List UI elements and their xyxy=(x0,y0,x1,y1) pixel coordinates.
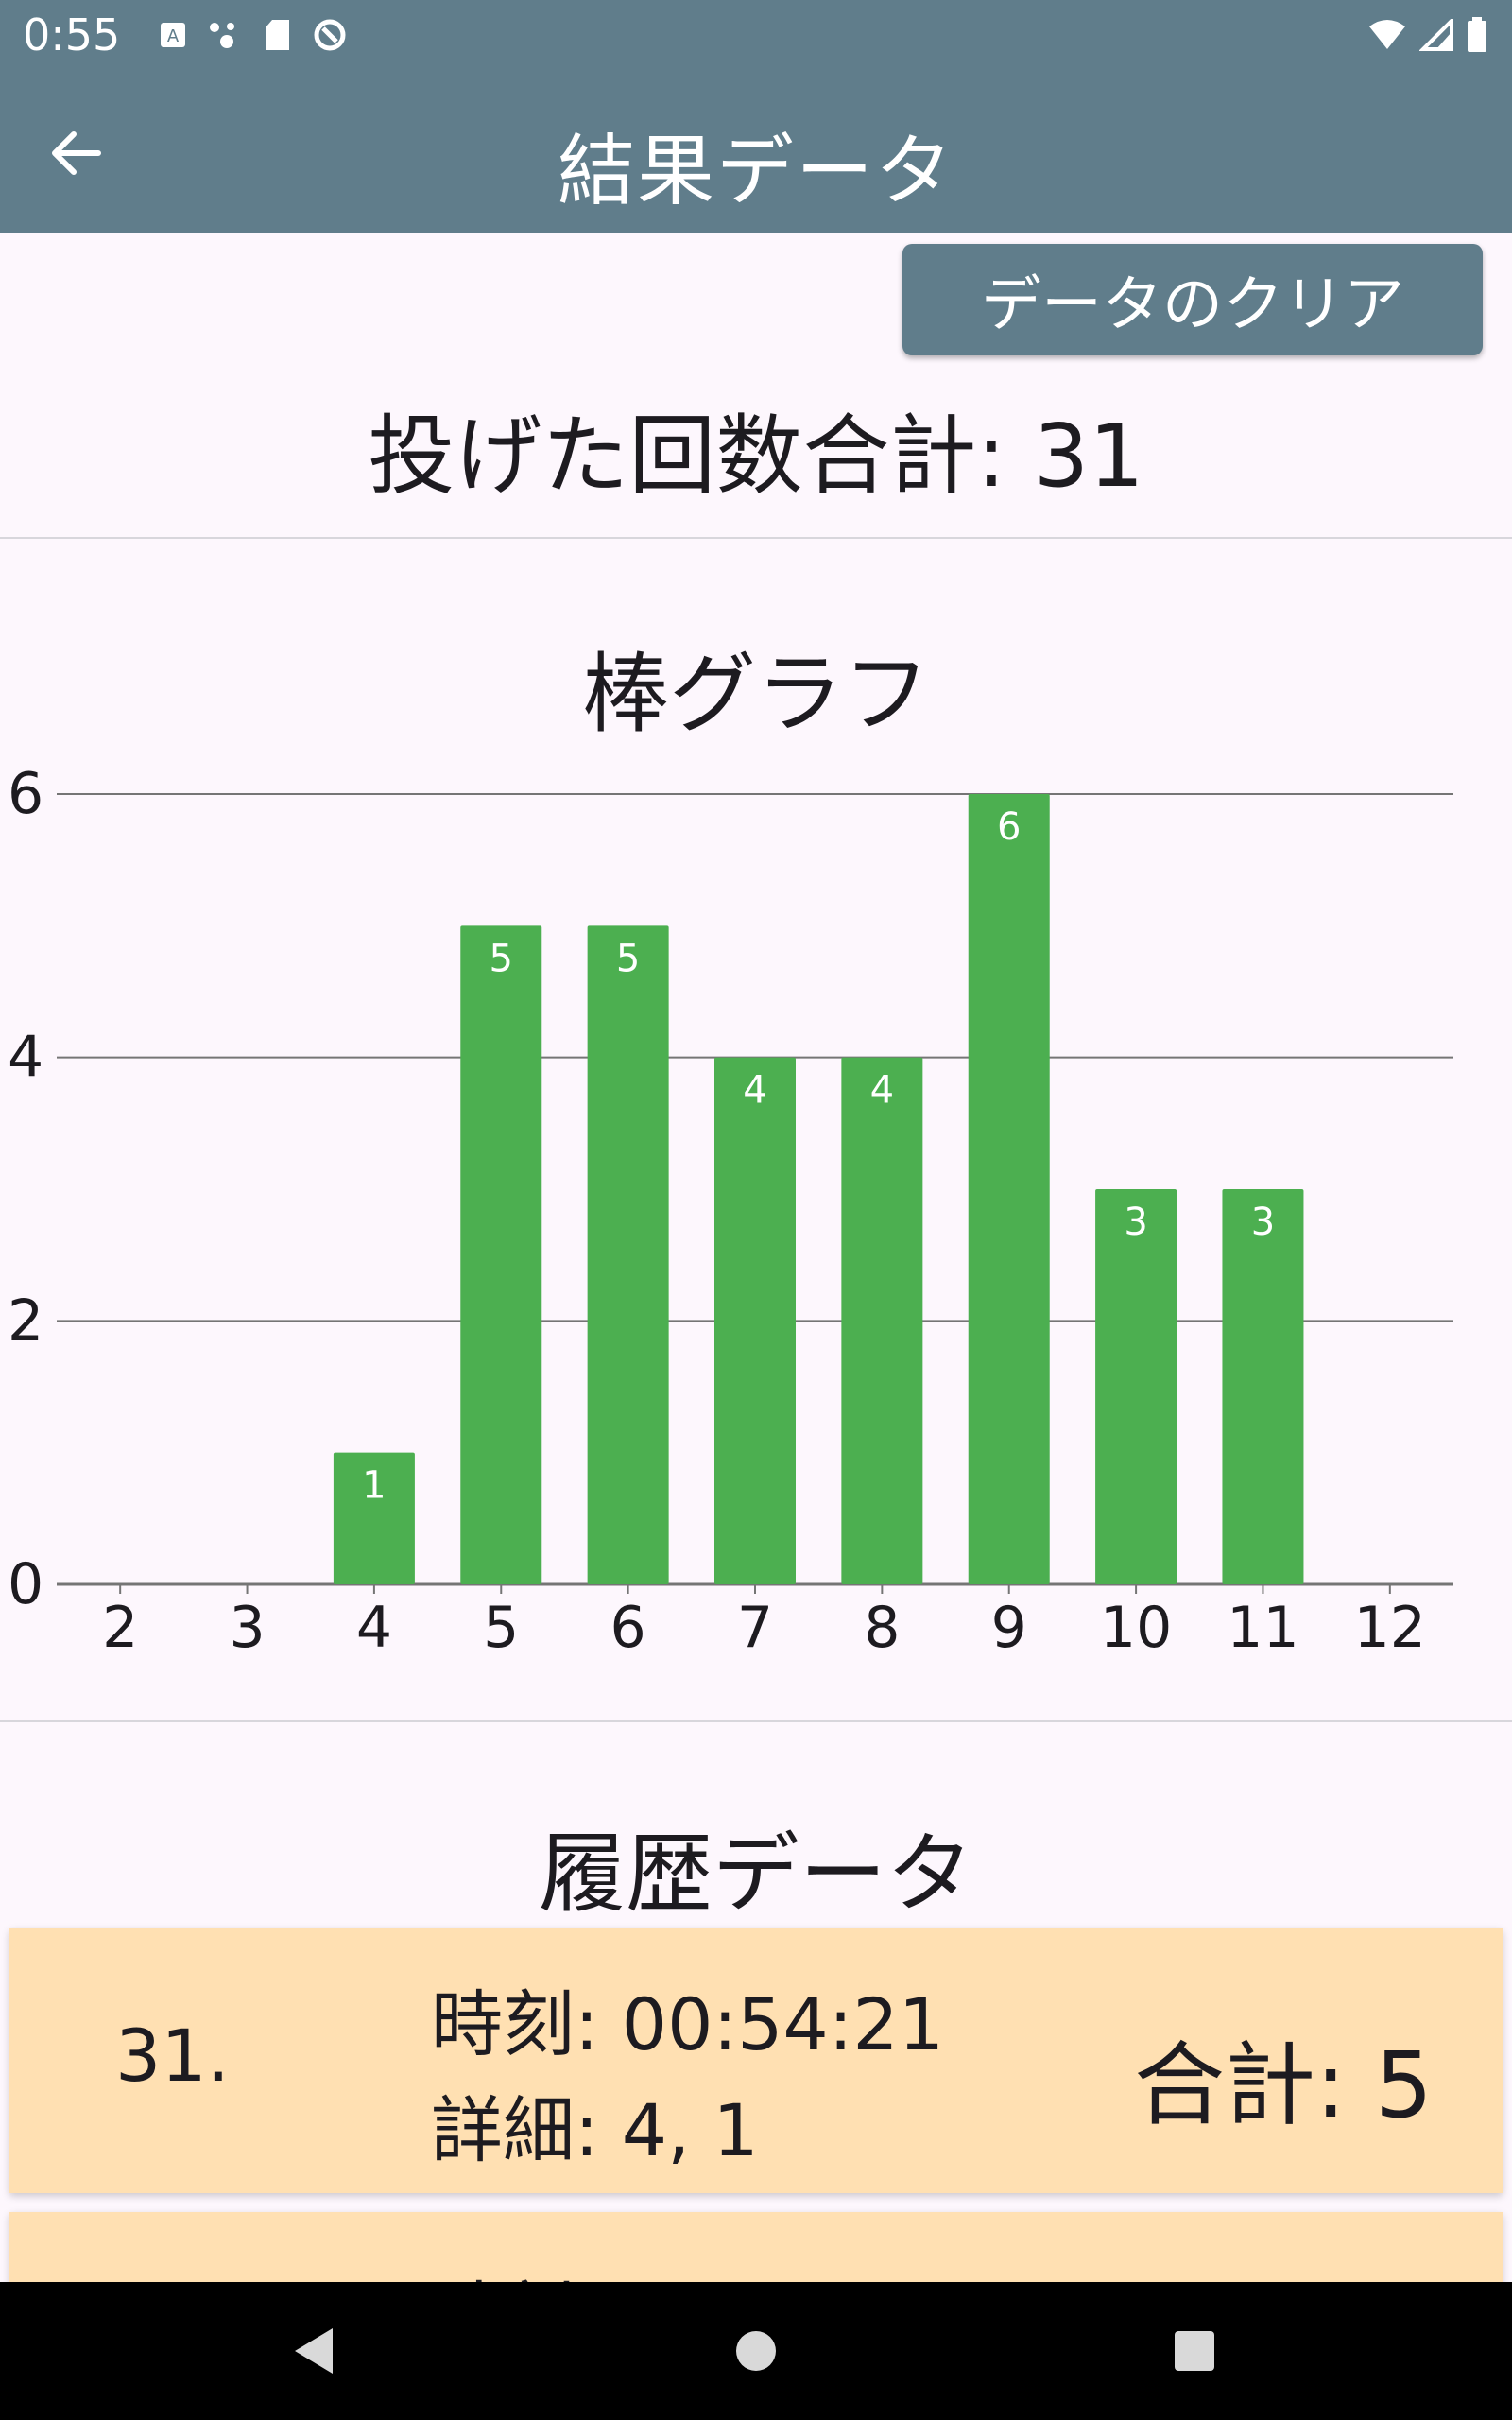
bar-value-label: 5 xyxy=(490,937,513,980)
bar-value-label: 1 xyxy=(362,1464,386,1508)
status-notification-icons: A xyxy=(159,13,348,57)
bar xyxy=(714,1057,796,1584)
x-tick-label: 11 xyxy=(1227,1595,1298,1661)
x-tick-label: 10 xyxy=(1100,1595,1172,1661)
status-time: 0:55 xyxy=(23,9,121,60)
bar xyxy=(841,1057,923,1584)
chart-title: 棒グラフ xyxy=(581,644,930,745)
clear-data-button[interactable]: データのクリア xyxy=(902,244,1483,355)
app-bar: 結果データ xyxy=(0,74,1512,233)
history-item-sum: 合計: 5 xyxy=(1134,2032,1433,2138)
x-tick-label: 12 xyxy=(1354,1595,1426,1661)
status-system-icons xyxy=(1368,13,1487,57)
history-item-index: 31. xyxy=(115,2014,230,2098)
nav-back-button[interactable] xyxy=(238,2282,389,2420)
y-tick-label: 0 xyxy=(8,1551,43,1617)
bar xyxy=(587,925,669,1584)
recents-square-icon xyxy=(1175,2331,1214,2371)
y-tick-label: 6 xyxy=(8,761,43,827)
back-button[interactable] xyxy=(38,115,113,191)
svg-text:A: A xyxy=(167,26,180,46)
keyboard-a-icon: A xyxy=(161,23,185,47)
y-tick-label: 4 xyxy=(8,1025,43,1091)
x-tick-label: 7 xyxy=(737,1595,773,1661)
battery-icon xyxy=(1468,17,1486,52)
sd-card-icon xyxy=(266,20,289,50)
status-bar: 0:55 A xyxy=(0,0,1512,74)
bar xyxy=(1095,1189,1177,1584)
total-throws-label: 投げた回数合計: 31 xyxy=(368,406,1144,507)
bar-value-label: 4 xyxy=(870,1069,894,1113)
page-title: 結果データ xyxy=(557,127,954,216)
navigation-bar xyxy=(0,2282,1512,2420)
x-tick-label: 4 xyxy=(356,1595,392,1661)
bar-value-label: 3 xyxy=(1124,1201,1147,1244)
history-item-detail: 詳細: 4, 1 xyxy=(431,2088,759,2172)
signal-icon xyxy=(1419,19,1453,51)
x-tick-label: 6 xyxy=(610,1595,646,1661)
history-item-time: 時刻: 00:54:21 xyxy=(431,1982,945,2066)
assistant-dots-icon xyxy=(210,23,234,48)
divider xyxy=(0,537,1512,539)
bar-value-label: 5 xyxy=(616,937,640,980)
bar-value-label: 6 xyxy=(997,805,1021,849)
bar xyxy=(968,794,1050,1584)
bar-value-label: 4 xyxy=(743,1069,766,1113)
nav-home-button[interactable] xyxy=(680,2282,832,2420)
home-circle-icon xyxy=(736,2331,776,2371)
x-tick-label: 3 xyxy=(229,1595,265,1661)
arrow-left-icon xyxy=(52,131,101,175)
bar xyxy=(1222,1189,1304,1584)
x-tick-label: 5 xyxy=(483,1595,519,1661)
wifi-icon xyxy=(1369,20,1405,49)
x-tick-label: 9 xyxy=(991,1595,1027,1661)
back-triangle-icon xyxy=(295,2328,333,2374)
nav-recents-button[interactable] xyxy=(1119,2282,1270,2420)
bar xyxy=(333,1452,415,1584)
bar-value-label: 3 xyxy=(1251,1201,1275,1244)
x-tick-label: 8 xyxy=(864,1595,900,1661)
y-tick-label: 2 xyxy=(8,1288,43,1354)
divider xyxy=(0,1720,1512,1722)
history-title: 履歴データ xyxy=(538,1824,973,1925)
history-item[interactable]: 31. 時刻: 00:54:21 詳細: 4, 1 合計: 5 xyxy=(9,1928,1503,2193)
x-tick-label: 2 xyxy=(102,1595,138,1661)
vpn-ring-icon xyxy=(314,19,346,51)
bar xyxy=(460,925,542,1584)
